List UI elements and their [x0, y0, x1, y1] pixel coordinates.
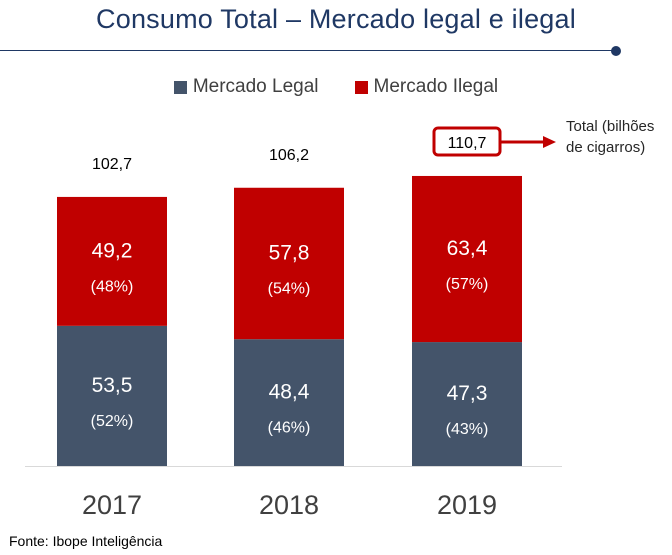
total-highlight-box-2019	[432, 126, 502, 157]
data-label-pct-legal-2019: (43%)	[446, 421, 489, 438]
data-label-pct-legal-2018: (46%)	[268, 420, 311, 437]
data-label-pct-illegal-2018: (54%)	[268, 280, 311, 297]
source-note: Fonte: Ibope Inteligência	[9, 533, 163, 549]
total-label-2019: 110,7	[448, 135, 487, 152]
data-label-value-legal-2018: 48,4	[269, 381, 310, 404]
data-label-pct-illegal-2019: (57%)	[446, 276, 489, 293]
title-divider	[0, 50, 616, 51]
data-label-pct-legal-2017: (52%)	[91, 413, 134, 430]
total-label-2017: 102,7	[92, 156, 132, 173]
chart-title: Consumo Total – Mercado legal e ilegal	[96, 4, 576, 34]
data-label-value-illegal-2018: 57,8	[269, 241, 310, 264]
legend-swatch-legal	[173, 80, 187, 94]
data-label-value-illegal-2019: 63,4	[447, 237, 488, 260]
legend-swatch-illegal	[354, 80, 368, 94]
x-tick-label-2018: 2018	[259, 490, 319, 520]
total-label-2018: 106,2	[269, 147, 309, 164]
legend-item-illegal: Mercado Ilegal	[354, 76, 499, 98]
bar-legal-2017	[57, 325, 167, 466]
legend-item-legal: Mercado Legal	[173, 76, 319, 98]
bar-illegal-2018	[234, 187, 344, 340]
bar-illegal-2017	[57, 196, 167, 326]
data-label-value-legal-2019: 47,3	[447, 382, 488, 405]
title-divider-dot	[611, 46, 621, 56]
legend-label-legal: Mercado Legal	[192, 76, 319, 97]
data-label-pct-illegal-2017: (48%)	[91, 278, 134, 295]
x-tick-label-2019: 2019	[437, 490, 497, 520]
total-annotation: Total (bilhões de cigarros)	[566, 118, 655, 156]
bar-legal-2018	[234, 339, 344, 466]
legend: Mercado Legal Mercado Ilegal	[0, 76, 672, 98]
data-label-value-legal-2017: 53,5	[92, 374, 133, 397]
total-arrow-head	[543, 135, 556, 148]
x-tick-label-2017: 2017	[82, 490, 142, 520]
bar-legal-2019	[412, 342, 522, 466]
bar-illegal-2019	[412, 175, 522, 343]
legend-label-illegal: Mercado Ilegal	[373, 76, 499, 97]
data-label-value-illegal-2017: 49,2	[92, 239, 133, 262]
